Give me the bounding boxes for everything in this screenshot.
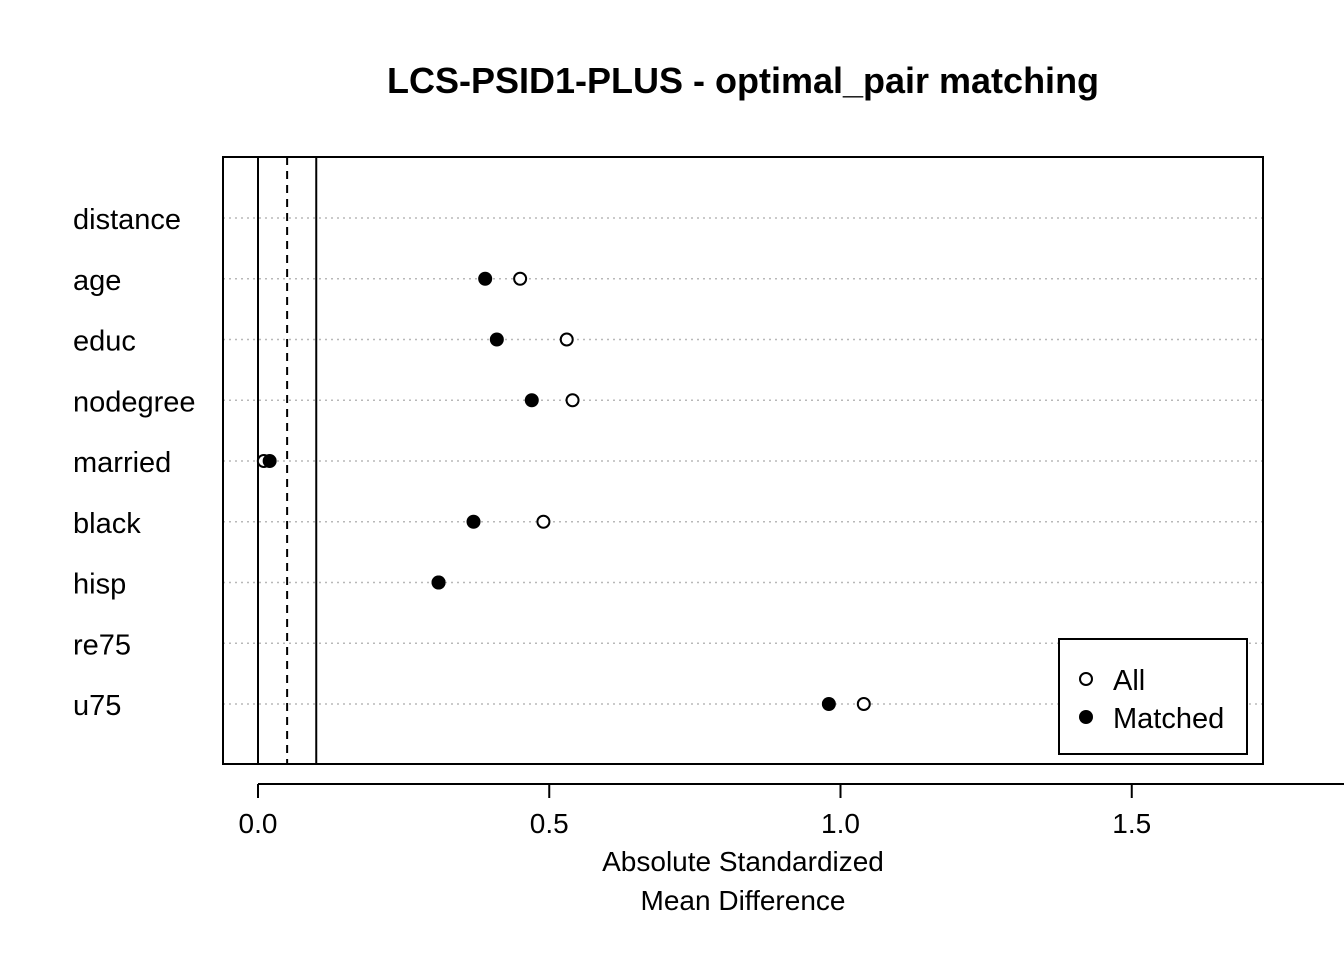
x-tick-label-1: 0.5	[530, 808, 569, 839]
legend: All Matched	[1058, 638, 1248, 755]
x-tick-label-0: 0.0	[239, 808, 278, 839]
point-matched-u75	[821, 697, 836, 711]
legend-marker-all	[1079, 672, 1093, 686]
legend-box	[1058, 638, 1248, 755]
point-all-black	[536, 514, 551, 529]
row-labels: distance age educ nodegree married black hisp r…	[73, 204, 196, 722]
row-label-black: black	[73, 508, 141, 540]
row-label-u75: u75	[73, 690, 121, 722]
row-label-hisp: hisp	[73, 569, 126, 601]
row-label-nodegree: nodegree	[73, 386, 196, 418]
data-points	[256, 271, 871, 711]
x-tick-label-3: 1.5	[1112, 808, 1151, 839]
point-all-u75	[856, 697, 871, 711]
point-matched-nodegree	[524, 393, 539, 408]
point-matched-married	[262, 454, 277, 468]
point-all-nodegree	[565, 393, 580, 408]
point-matched-hisp	[431, 575, 446, 590]
point-matched-black	[466, 514, 481, 529]
legend-marker-matched	[1079, 710, 1093, 724]
point-all-age	[513, 271, 528, 286]
x-axis: 0.00.51.01.52.02.53.0	[239, 783, 1344, 839]
row-label-distance: distance	[73, 204, 181, 236]
x-axis-title-line2: Mean Difference	[641, 885, 846, 916]
row-label-educ: educ	[73, 326, 136, 358]
point-all-educ	[559, 332, 574, 347]
legend-label-matched: Matched	[1113, 703, 1224, 735]
x-axis-title-line1: Absolute Standardized	[602, 846, 884, 877]
row-label-age: age	[73, 265, 121, 297]
legend-label-all: All	[1113, 665, 1145, 697]
plot-frame	[222, 156, 1264, 765]
row-label-re75: re75	[73, 629, 131, 661]
point-matched-educ	[489, 332, 504, 347]
point-matched-age	[478, 271, 493, 286]
x-tick-label-2: 1.0	[821, 808, 860, 839]
gridlines	[223, 217, 1263, 705]
row-label-married: married	[73, 447, 171, 479]
chart-title: LCS-PSID1-PLUS - optimal_pair matching	[387, 60, 1099, 101]
